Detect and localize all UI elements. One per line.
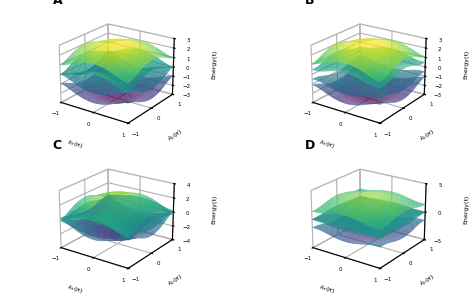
Y-axis label: $k_y(\pi)$: $k_y(\pi)$ xyxy=(166,127,186,145)
Y-axis label: $k_y(\pi)$: $k_y(\pi)$ xyxy=(419,272,438,290)
Text: C: C xyxy=(53,139,62,152)
Y-axis label: $k_y(\pi)$: $k_y(\pi)$ xyxy=(166,272,186,290)
X-axis label: $k_x(\pi)$: $k_x(\pi)$ xyxy=(66,137,84,151)
X-axis label: $k_x(\pi)$: $k_x(\pi)$ xyxy=(66,283,84,296)
Text: A: A xyxy=(53,0,62,7)
X-axis label: $k_x(\pi)$: $k_x(\pi)$ xyxy=(318,137,337,151)
Y-axis label: $k_y(\pi)$: $k_y(\pi)$ xyxy=(419,127,438,145)
X-axis label: $k_x(\pi)$: $k_x(\pi)$ xyxy=(318,283,337,296)
Text: D: D xyxy=(304,139,315,152)
Text: B: B xyxy=(304,0,314,7)
